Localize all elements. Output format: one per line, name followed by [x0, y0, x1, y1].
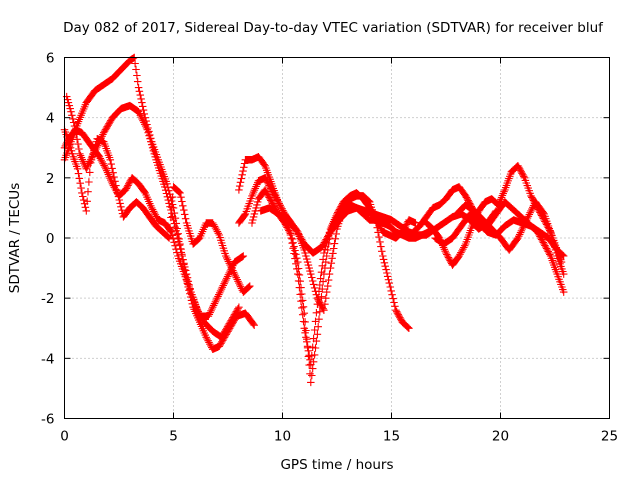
x-tick-label: 25	[601, 429, 618, 445]
y-tick-labels: 6 4 2 0 -2 -4 -6	[41, 51, 54, 428]
x-tick-labels: 0 5 10 15 20 25	[60, 429, 618, 445]
y-tick-label: 6	[46, 51, 55, 67]
x-tick-label: 0	[60, 429, 69, 445]
x-axis-label: GPS time / hours	[280, 457, 393, 473]
series-track-8	[256, 204, 500, 257]
axis-ticks	[64, 57, 610, 419]
y-axis-label: SDTVAR / TECUs	[7, 183, 23, 293]
chart-title: Day 082 of 2017, Sidereal Day-to-day VTE…	[63, 20, 604, 36]
data-marks	[60, 53, 568, 387]
y-tick-label: 0	[46, 231, 55, 247]
data-point-markers	[431, 210, 568, 260]
data-point-markers	[453, 198, 566, 266]
x-tick-label: 5	[169, 429, 178, 445]
data-point-markers	[235, 174, 420, 369]
y-tick-label: 4	[46, 111, 55, 127]
y-tick-label: -2	[41, 291, 54, 307]
series-track-6	[235, 174, 420, 369]
y-tick-label: -4	[41, 351, 54, 367]
x-tick-label: 15	[383, 429, 400, 445]
data-point-markers	[60, 53, 258, 354]
series-track-1	[60, 53, 258, 354]
grid-lines	[64, 57, 610, 419]
x-tick-label: 20	[492, 429, 509, 445]
data-point-markers	[256, 204, 500, 257]
x-tick-label: 10	[274, 429, 291, 445]
series-track-3	[62, 92, 248, 320]
series-track-11	[431, 210, 568, 260]
y-tick-label: -6	[41, 412, 54, 428]
y-tick-label: 2	[46, 171, 55, 187]
data-point-markers	[62, 92, 248, 320]
series-track-12	[453, 198, 566, 266]
